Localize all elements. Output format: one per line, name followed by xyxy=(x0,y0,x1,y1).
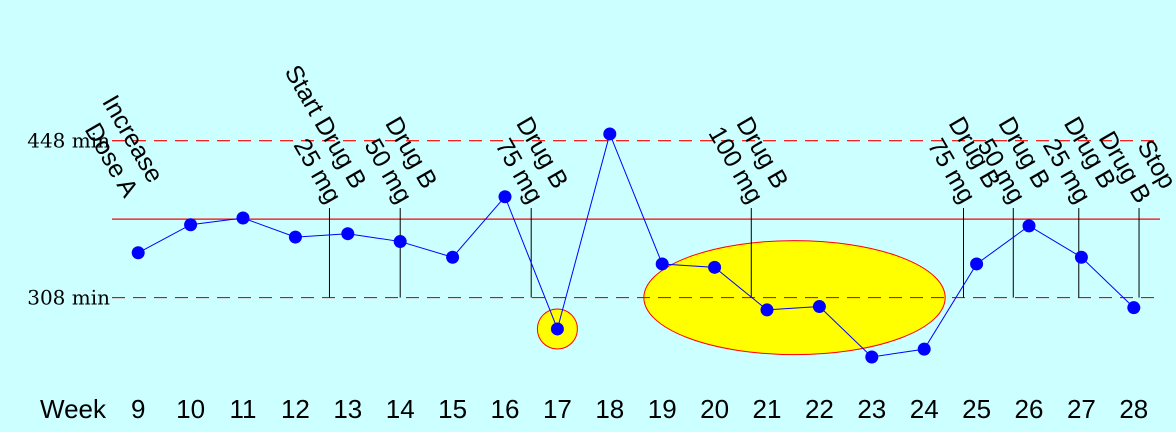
x-axis-label: Week xyxy=(40,394,107,424)
x-tick-label: 17 xyxy=(543,394,572,424)
data-point xyxy=(970,257,984,271)
data-point xyxy=(446,250,460,264)
x-tick-label: 13 xyxy=(333,394,362,424)
data-point xyxy=(1127,301,1141,315)
x-tick-label: 12 xyxy=(281,394,310,424)
event-annotation: Drug B75 mg xyxy=(485,112,573,208)
x-tick-label: 26 xyxy=(1015,394,1044,424)
x-tick-label: 16 xyxy=(491,394,520,424)
x-tick-label: 21 xyxy=(753,394,782,424)
data-point xyxy=(1022,219,1036,233)
data-point xyxy=(865,350,879,364)
data-point xyxy=(498,190,512,204)
data-point xyxy=(184,218,198,232)
x-tick-label: 28 xyxy=(1119,394,1148,424)
data-point xyxy=(812,300,826,314)
x-tick-label: 27 xyxy=(1067,394,1096,424)
x-tick-label: 23 xyxy=(857,394,886,424)
data-point xyxy=(550,322,564,336)
x-tick-label: 18 xyxy=(595,394,624,424)
label-layer: 448 min 308 min Week 9 10 11 12 13 14 15 16 17 18 19 2… xyxy=(27,60,1176,424)
data-point xyxy=(1074,250,1088,264)
data-point xyxy=(393,235,407,249)
x-tick-label: 11 xyxy=(230,394,257,424)
data-point xyxy=(288,230,302,244)
data-point xyxy=(917,342,931,356)
x-tick-label: 22 xyxy=(805,394,834,424)
y-tick-label: 308 min xyxy=(27,286,110,310)
event-annotation: Drug B100 mg xyxy=(703,107,794,208)
data-point xyxy=(708,260,722,274)
data-point xyxy=(655,257,669,271)
x-tick-label: 24 xyxy=(910,394,939,424)
x-tick-label: 10 xyxy=(176,394,205,424)
x-tick-label: 20 xyxy=(700,394,729,424)
data-point xyxy=(603,127,617,141)
data-point xyxy=(341,227,355,241)
y-tick-label: 448 min xyxy=(27,129,110,153)
x-tick-label: 14 xyxy=(386,394,415,424)
x-tick-label: 9 xyxy=(131,394,145,424)
reference-lines xyxy=(112,140,1160,299)
data-point xyxy=(131,246,145,260)
event-annotation: Start Drug B25 mg xyxy=(254,60,372,208)
series-layer xyxy=(131,127,1141,364)
series-line xyxy=(137,132,1135,358)
event-annotation: StopDrug B xyxy=(1093,112,1176,208)
event-markers xyxy=(328,208,1140,298)
data-point xyxy=(760,303,774,317)
data-point xyxy=(236,211,250,225)
x-tick-label: 25 xyxy=(962,394,991,424)
x-tick-label: 19 xyxy=(648,394,677,424)
event-annotation: Drug B50 mg xyxy=(354,112,442,208)
x-tick-label: 15 xyxy=(438,394,467,424)
